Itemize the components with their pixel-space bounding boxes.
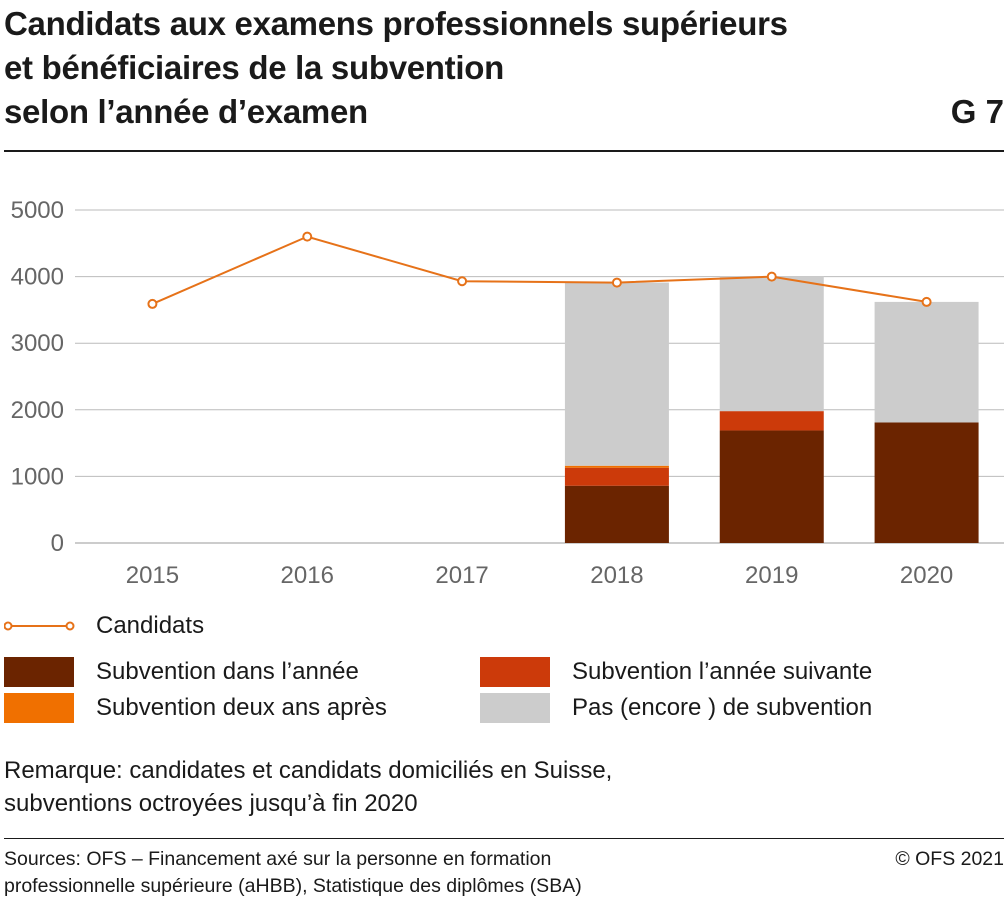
legend-label-subvention-deux-ans: Subvention deux ans après <box>96 694 387 721</box>
x-tick-label: 2018 <box>590 562 643 589</box>
chart-note-line-1: Remarque: candidates et candidats domici… <box>4 757 613 784</box>
bar-segment <box>564 485 669 543</box>
candidats-point <box>147 298 158 309</box>
y-tick-label: 4000 <box>11 264 64 291</box>
copyright: © OFS 2021 <box>895 848 1004 870</box>
title-rule <box>4 150 1004 152</box>
chart-note: Remarque: candidates et candidats domici… <box>4 754 612 820</box>
legend-line-marker-icon <box>4 621 75 631</box>
bar-segment <box>564 467 669 486</box>
candidats-point <box>457 276 468 287</box>
legend-label-subvention-suivante: Subvention l’année suivante <box>572 658 873 685</box>
candidats-point <box>766 271 777 282</box>
figure-id: G 7 <box>950 93 1004 130</box>
candidats-point <box>611 277 622 288</box>
x-tick-label: 2015 <box>126 562 179 589</box>
legend-label-pas-encore: Pas (encore ) de subvention <box>572 694 873 721</box>
y-tick-label: 0 <box>51 530 64 557</box>
bar-segment <box>719 276 824 412</box>
chart-title: Candidats aux examens professionnels sup… <box>4 2 934 134</box>
bar-segment <box>564 465 669 468</box>
bar-segment <box>719 430 824 543</box>
legend-swatch-subvention-annee <box>4 657 74 687</box>
legend-label-subvention-annee: Subvention dans l’année <box>96 658 359 685</box>
y-tick-label: 3000 <box>11 330 64 357</box>
chart-title-line-2: et bénéficiaires de la subvention <box>4 49 504 86</box>
chart-area: 0 1000 2000 3000 4000 5000 2015 2016 2017 2018 201… <box>11 197 1004 589</box>
x-tick-label: 2017 <box>435 562 488 589</box>
x-tick-label: 2020 <box>900 562 953 589</box>
sources-line-1: Sources: OFS – Financement axé sur la pe… <box>4 848 552 870</box>
legend-swatch-subvention-deux-ans <box>4 693 74 723</box>
chart-title-line-3: selon l’année d’examen <box>4 93 368 130</box>
legend-swatch-subvention-suivante <box>480 657 550 687</box>
legend-swatch-pas-encore <box>480 693 550 723</box>
y-tick-label: 2000 <box>11 397 64 424</box>
candidats-point <box>302 231 313 242</box>
candidats-point <box>921 296 932 307</box>
chart-note-line-2: subventions octroyées jusqu’à fin 2020 <box>4 790 418 817</box>
x-tick-label: 2016 <box>281 562 334 589</box>
x-tick-label: 2019 <box>745 562 798 589</box>
sources-line-2: professionnelle supérieure (aHBB), Stati… <box>4 875 582 897</box>
bar-segment <box>874 422 979 543</box>
bar-segment <box>564 282 669 466</box>
y-tick-label: 5000 <box>11 197 64 224</box>
candidats-line <box>152 235 927 305</box>
sources: Sources: OFS – Financement axé sur la pe… <box>4 846 582 900</box>
bar-segment <box>719 411 824 431</box>
y-tick-label: 1000 <box>11 463 64 490</box>
bar-segment <box>874 301 979 423</box>
legend-label-candidats: Candidats <box>96 612 205 639</box>
footer-rule <box>4 838 1004 839</box>
chart-title-line-1: Candidats aux examens professionnels sup… <box>4 5 788 42</box>
